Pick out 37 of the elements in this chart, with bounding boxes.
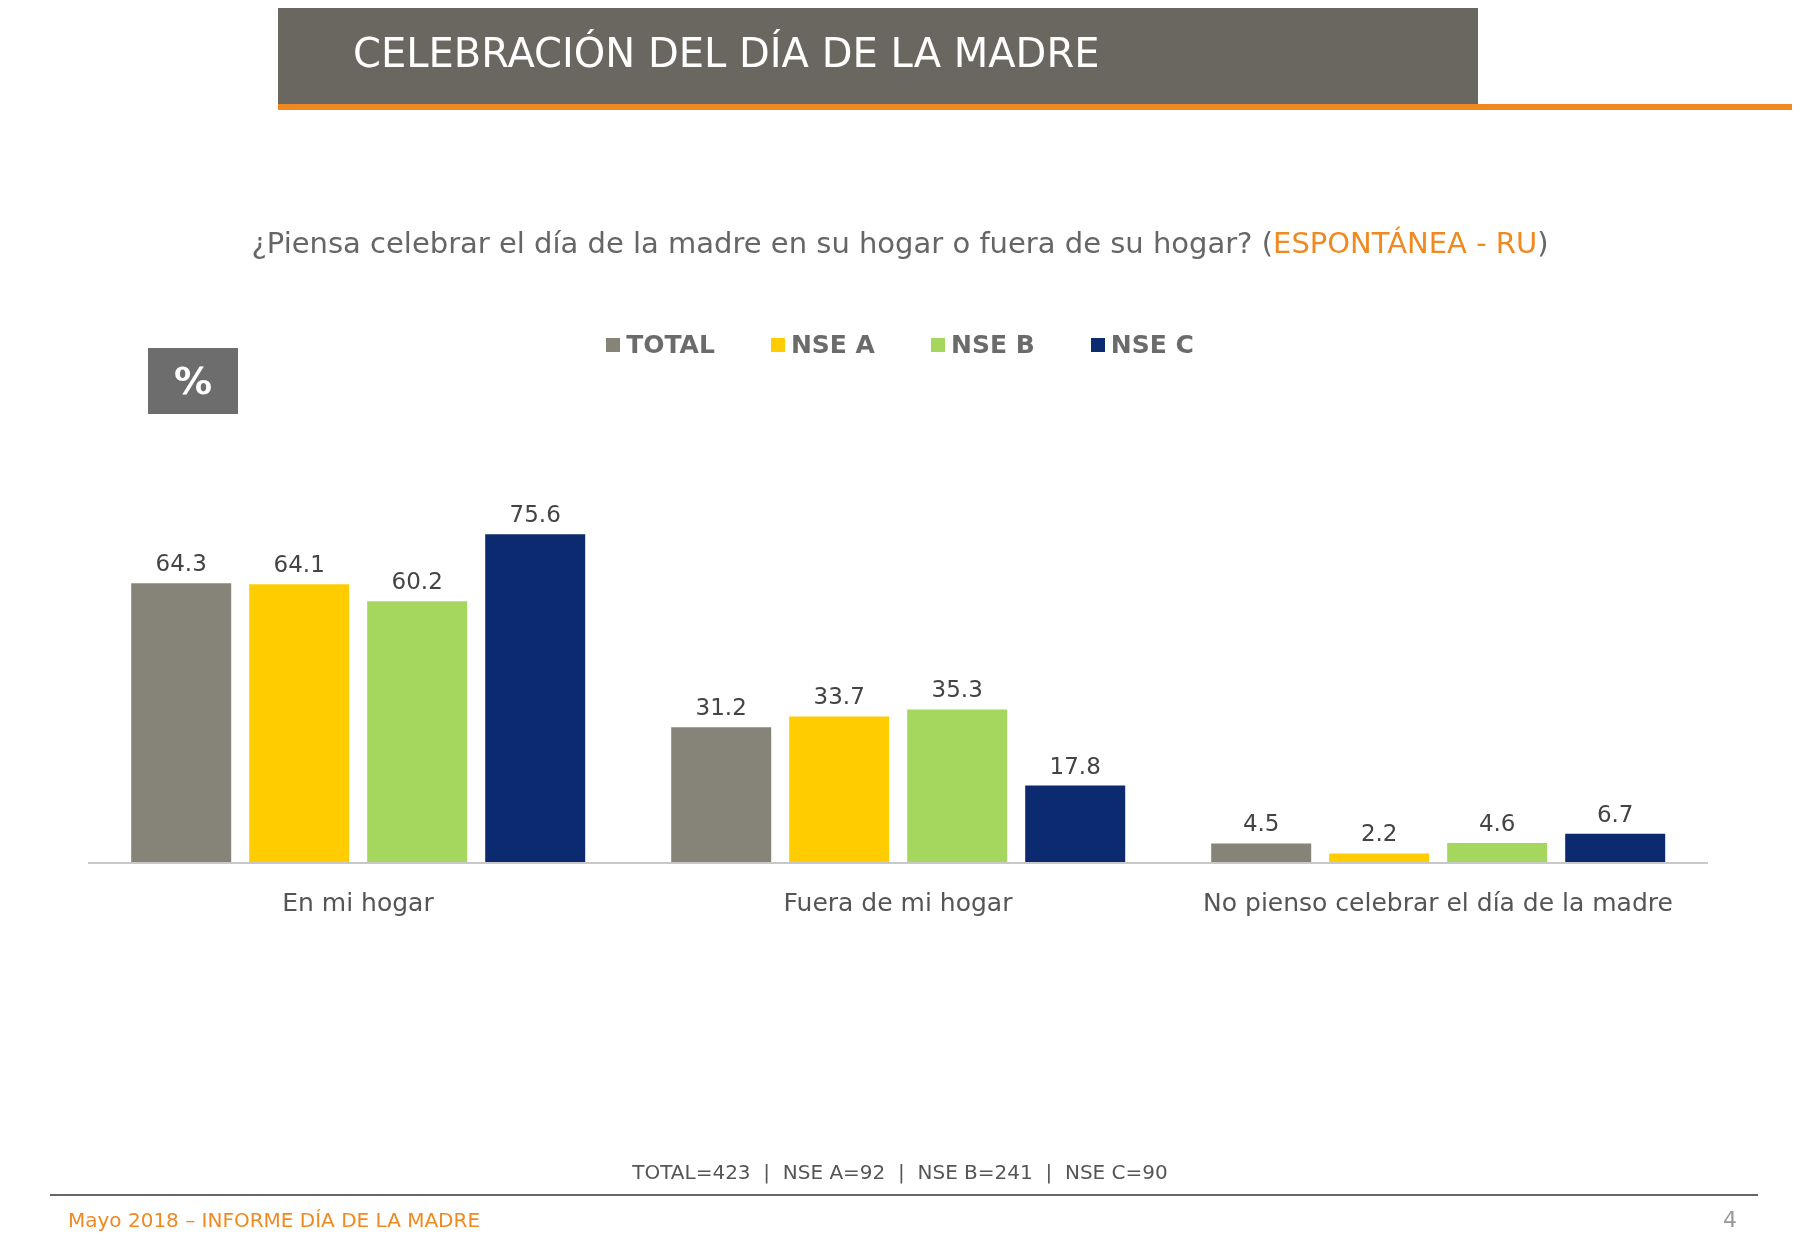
data-label: 2.2 (1360, 820, 1398, 847)
bar (249, 584, 350, 863)
data-label: 75.6 (509, 501, 561, 528)
bar (1025, 785, 1126, 863)
data-label: 4.5 (1242, 810, 1280, 837)
text: Mayo 2018 – INFORME DÍA DE LA MADRE (68, 1207, 481, 1234)
data-label: 60.2 (391, 568, 443, 595)
bar (1329, 853, 1430, 863)
bar (671, 727, 772, 863)
data-label: 64.1 (273, 551, 325, 578)
data-label: 6.7 (1596, 800, 1634, 827)
bar (789, 716, 890, 863)
legend-label: NSE B (950, 330, 1035, 359)
bar (1211, 843, 1312, 863)
bar (1565, 833, 1666, 863)
data-label: 35.3 (931, 676, 983, 703)
x-tick-label: En mi hogar (282, 887, 435, 917)
bar (485, 534, 586, 863)
bar (1447, 842, 1548, 863)
bar (131, 583, 232, 863)
data-label: 33.7 (813, 683, 865, 710)
text: TOTAL=423 | NSE A=92 | NSE B=241 | NSE C=90 (631, 1160, 1169, 1184)
legend-label: NSE C (1110, 330, 1194, 359)
chart-subtitle: ¿Piensa celebrar el día de la madre en su hogar o fuera de su hogar? (ESPONTÁNEA - RU) (251, 226, 1549, 260)
text: 4 (1723, 1206, 1737, 1234)
x-tick-label: No pienso celebrar el día de la madre (1203, 887, 1673, 917)
bar (367, 601, 468, 863)
y-axis-title: % (148, 348, 238, 414)
bar (907, 709, 1008, 863)
x-tick-label: Fuera de mi hogar (783, 887, 1014, 917)
legend-label: TOTAL (626, 330, 715, 359)
data-label: 17.8 (1049, 752, 1101, 779)
data-label: 4.6 (1478, 809, 1516, 836)
legend-label: NSE A (790, 330, 875, 359)
data-label: 31.2 (695, 694, 747, 721)
data-label: 64.3 (155, 550, 207, 577)
chart-title: CELEBRACIÓN DEL DÍA DE LA MADRE (353, 30, 1100, 76)
